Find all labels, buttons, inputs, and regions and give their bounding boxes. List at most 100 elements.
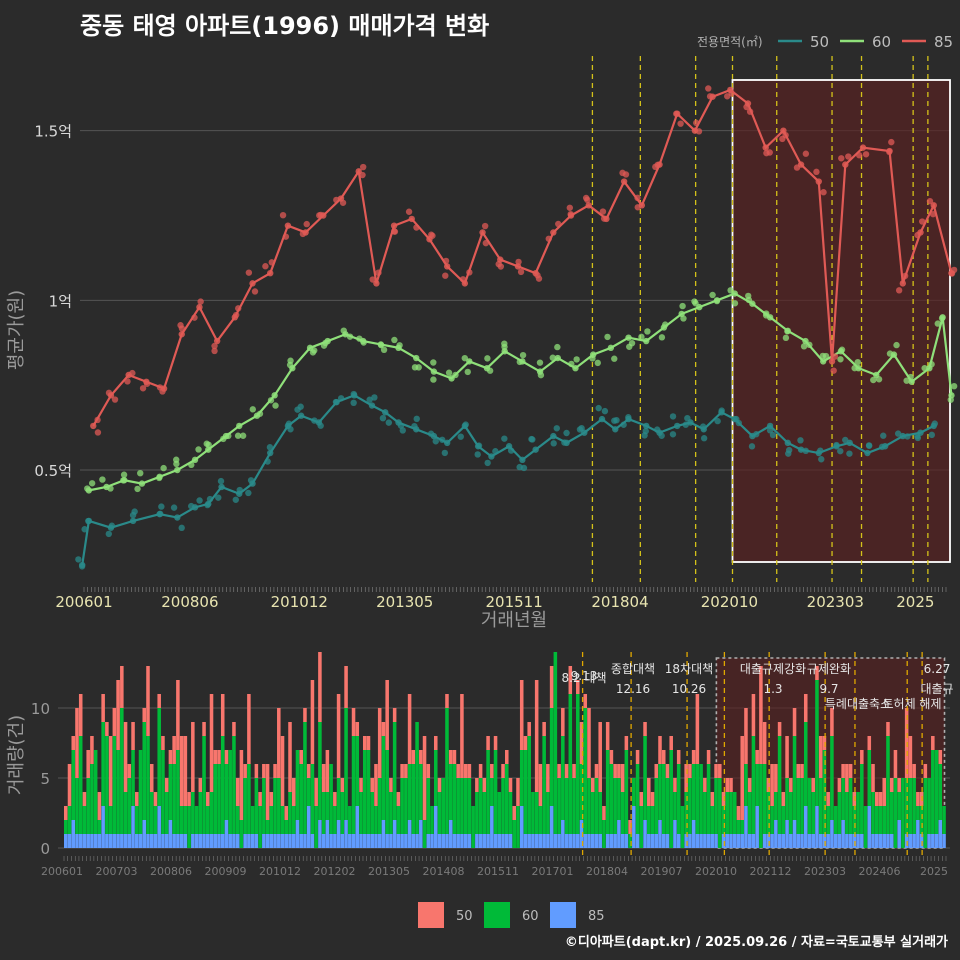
volume-bar-85 <box>777 834 782 848</box>
volume-bar-50 <box>310 680 315 764</box>
volume-bar-50 <box>370 778 374 792</box>
series-scatter-85 <box>929 210 937 218</box>
volume-bar-85 <box>837 834 842 848</box>
volume-bar-60 <box>564 778 569 834</box>
volume-y-tick-label: 10 <box>31 700 50 718</box>
series-scatter-85 <box>429 232 436 239</box>
volume-bar-85 <box>482 834 487 848</box>
volume-bar-85 <box>572 834 576 848</box>
volume-bar-85 <box>321 834 326 848</box>
volume-x-tick-label: 2025 <box>920 865 948 878</box>
series-line-85 <box>92 88 953 427</box>
volume-bar-60 <box>527 736 531 834</box>
volume-bar-50 <box>549 666 554 708</box>
volume-bar-50 <box>912 764 916 778</box>
volume-bar-85 <box>325 820 330 848</box>
volume-bar-50 <box>665 764 670 778</box>
policy-annotation: 대출규 <box>920 682 953 696</box>
volume-bar-85 <box>284 834 289 848</box>
series-scatter-85 <box>567 210 574 218</box>
volume-bar-60 <box>213 764 218 834</box>
volume-bar-85 <box>897 820 901 848</box>
series-point-60 <box>236 422 243 430</box>
volume-bar-85 <box>108 834 113 848</box>
volume-bar-50 <box>392 708 397 722</box>
volume-bar-60 <box>243 778 247 834</box>
volume-bar-50 <box>456 764 460 778</box>
series-scatter-85 <box>743 103 750 111</box>
volume-bar-85 <box>747 834 752 848</box>
series-point-60 <box>413 354 420 362</box>
volume-bar-60 <box>770 806 774 834</box>
volume-bar-85 <box>179 834 184 848</box>
volume-bar-60 <box>232 736 236 834</box>
volume-bar-85 <box>149 834 154 848</box>
volume-bar-85 <box>497 834 502 848</box>
volume-bar-50 <box>878 792 883 806</box>
volume-bar-85 <box>609 834 614 848</box>
volume-bar-85 <box>882 834 887 848</box>
volume-bar-85 <box>688 834 692 848</box>
series-scatter-50 <box>217 477 225 485</box>
series-scatter-50 <box>285 420 293 427</box>
price-chart-y-ticks: 0.5억 1억 1.5억 <box>34 123 72 480</box>
volume-bar-60 <box>411 764 416 834</box>
volume-bar-50 <box>557 764 561 778</box>
volume-bar-85 <box>871 834 875 848</box>
volume-bar-50 <box>830 708 834 736</box>
volume-bar-85 <box>695 834 700 848</box>
volume-bar-50 <box>235 778 240 806</box>
volume-bar-85 <box>116 834 120 848</box>
series-scatter-60 <box>709 291 716 299</box>
series-scatter-50 <box>904 433 911 440</box>
series-scatter-60 <box>309 349 317 356</box>
volume-bar-60 <box>247 764 251 834</box>
volume-chart-legend: 50 60 85 <box>418 902 605 928</box>
volume-bar-60 <box>284 820 289 834</box>
volume-bar-50 <box>598 722 602 792</box>
volume-bar-50 <box>676 750 681 764</box>
volume-bar-85 <box>830 820 834 848</box>
volume-bar-50 <box>385 680 389 750</box>
volume-bar-50 <box>811 778 815 792</box>
series-scatter-50 <box>700 435 708 442</box>
series-point-85 <box>842 161 849 168</box>
volume-bar-60 <box>501 778 505 834</box>
series-point-60 <box>430 368 438 375</box>
volume-bar-60 <box>161 750 165 834</box>
volume-bar-50 <box>374 764 378 806</box>
volume-bar-60 <box>146 736 150 834</box>
series-scatter-60 <box>870 376 877 384</box>
series-scatter-50 <box>837 447 844 455</box>
volume-bar-60 <box>262 778 266 834</box>
series-scatter-50 <box>81 526 88 533</box>
volume-bar-60 <box>482 792 487 834</box>
volume-bar-60 <box>845 792 849 834</box>
volume-bar-60 <box>288 792 292 834</box>
volume-bar-85 <box>542 834 546 848</box>
volume-bar-50 <box>179 736 184 806</box>
volume-bar-50 <box>886 722 890 736</box>
volume-bar-50 <box>108 736 113 806</box>
volume-bar-50 <box>131 722 135 750</box>
series-scatter-85 <box>724 93 731 100</box>
volume-bar-50 <box>822 736 827 750</box>
series-scatter-85 <box>766 149 773 156</box>
volume-bar-60 <box>291 806 296 834</box>
volume-bar-85 <box>191 834 195 848</box>
series-scatter-85 <box>143 380 151 387</box>
volume-bar-85 <box>183 834 188 848</box>
series-scatter-60 <box>679 302 686 310</box>
volume-bar-60 <box>280 806 285 834</box>
volume-bar-85 <box>845 834 849 848</box>
series-scatter-85 <box>705 85 712 92</box>
policy-annotation: 12.16 <box>616 682 650 696</box>
series-scatter-60 <box>692 300 699 307</box>
volume-bar-85 <box>598 834 602 848</box>
series-scatter-85 <box>782 131 789 139</box>
volume-bar-60 <box>927 778 931 834</box>
series-scatter-60 <box>727 287 734 294</box>
series-point-50 <box>864 449 871 457</box>
volume-bar-85 <box>441 834 446 848</box>
series-point-60 <box>908 378 915 385</box>
